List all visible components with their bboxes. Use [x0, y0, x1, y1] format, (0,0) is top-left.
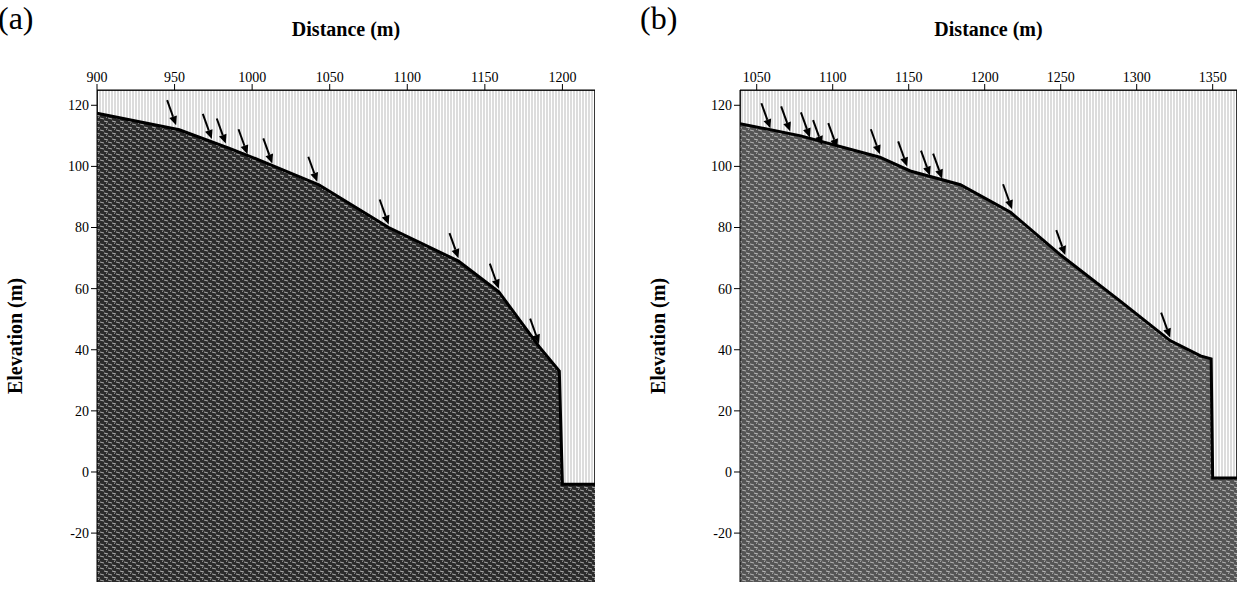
svg-text:1150: 1150	[895, 70, 922, 85]
svg-text:950: 950	[164, 70, 185, 85]
svg-text:60: 60	[75, 282, 89, 297]
svg-text:1350: 1350	[1199, 70, 1227, 85]
svg-text:60: 60	[718, 282, 732, 297]
svg-text:-20: -20	[713, 526, 732, 541]
html-text:Elevation (m): Elevation (m)	[3, 278, 26, 394]
svg-text:1100: 1100	[394, 70, 421, 85]
svg-text:1150: 1150	[471, 70, 498, 85]
svg-text:-20: -20	[70, 526, 89, 541]
svg-text:1250: 1250	[1047, 70, 1075, 85]
svg-text:40: 40	[75, 343, 89, 358]
html-text:Distance (m): Distance (m)	[934, 18, 1043, 40]
svg-text:0: 0	[725, 465, 732, 480]
svg-text:0: 0	[82, 465, 89, 480]
html-text:Elevation (m): Elevation (m)	[646, 278, 669, 394]
html-text:(b): (b)	[640, 0, 678, 36]
svg-text:900: 900	[87, 70, 108, 85]
svg-text:1050: 1050	[743, 70, 771, 85]
svg-text:40: 40	[718, 343, 732, 358]
svg-text:1050: 1050	[316, 70, 344, 85]
svg-text:80: 80	[718, 220, 732, 235]
svg-text:1100: 1100	[819, 70, 846, 85]
svg-text:20: 20	[75, 404, 89, 419]
svg-text:100: 100	[68, 159, 89, 174]
html-text:Distance (m): Distance (m)	[291, 18, 401, 40]
svg-text:100: 100	[711, 159, 732, 174]
svg-text:1300: 1300	[1123, 70, 1151, 85]
svg-text:120: 120	[711, 98, 732, 113]
svg-text:1200: 1200	[971, 70, 999, 85]
svg-text:20: 20	[718, 404, 732, 419]
svg-text:80: 80	[75, 220, 89, 235]
svg-text:1000: 1000	[238, 70, 266, 85]
svg-text:120: 120	[68, 98, 89, 113]
svg-text:1200: 1200	[548, 70, 576, 85]
